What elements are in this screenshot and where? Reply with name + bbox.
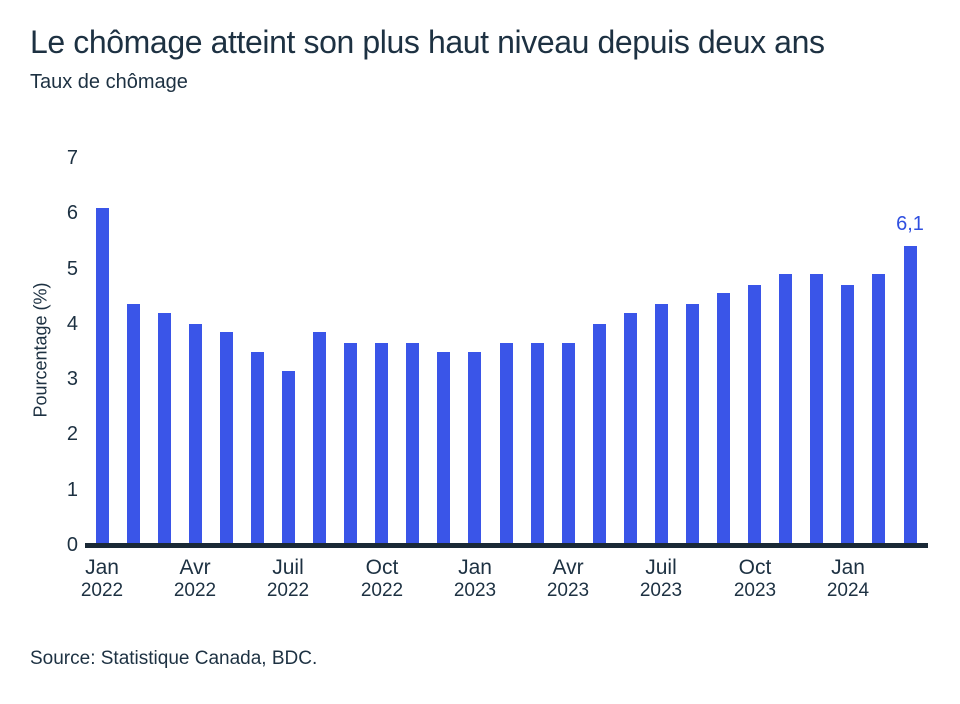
bar — [250, 351, 264, 545]
y-tick-label: 1 — [66, 479, 78, 501]
bar — [313, 332, 326, 545]
x-tick-label: Jan 2023 — [429, 556, 521, 602]
last-value-label: 6,1 — [896, 213, 924, 235]
x-tick-month: Avr — [179, 556, 211, 579]
bar — [623, 312, 637, 545]
x-tick-month: Jan — [85, 556, 119, 579]
bar — [748, 285, 762, 545]
bar — [468, 351, 482, 545]
bar — [188, 323, 202, 545]
y-tick-label: 0 — [66, 534, 78, 556]
bar — [344, 343, 358, 545]
bar — [375, 343, 389, 545]
x-tick-label: Avr 2022 — [149, 556, 241, 602]
bar — [561, 343, 575, 545]
y-tick-label: 3 — [66, 368, 78, 390]
bar — [95, 207, 109, 545]
bar — [903, 246, 917, 545]
x-tick-label: Juil 2022 — [242, 556, 334, 602]
x-tick-year: 2022 — [360, 580, 404, 601]
x-tick-month: Oct — [738, 556, 772, 579]
x-tick-label: Jan 2024 — [802, 556, 894, 602]
chart-subtitle: Taux de chômage — [30, 71, 188, 93]
x-tick-year: 2023 — [453, 580, 497, 601]
x-tick-label: Juil 2023 — [615, 556, 707, 602]
bar — [686, 304, 699, 545]
y-axis-title: Pourcentage (%) — [30, 282, 51, 418]
bar — [872, 274, 886, 545]
bar — [810, 274, 824, 545]
x-tick-year: 2023 — [639, 580, 683, 601]
y-tick-label: 6 — [66, 202, 78, 224]
x-tick-year: 2023 — [546, 580, 590, 601]
bar — [499, 343, 513, 545]
x-tick-month: Avr — [552, 556, 584, 579]
x-tick-month: Oct — [365, 556, 399, 579]
bar — [654, 304, 668, 545]
bar — [406, 343, 420, 545]
x-tick-month: Jan — [458, 556, 492, 579]
y-tick-label: 7 — [66, 147, 78, 169]
y-tick-label: 2 — [66, 423, 78, 445]
bar — [779, 274, 793, 545]
x-tick-month: Jan — [831, 556, 865, 579]
bar — [717, 293, 730, 545]
bar — [592, 323, 606, 545]
bar — [219, 332, 233, 545]
x-tick-label: Jan 2022 — [56, 556, 148, 602]
x-tick-year: 2024 — [826, 580, 870, 601]
x-tick-year: 2023 — [733, 580, 777, 601]
bar — [437, 351, 451, 545]
x-tick-month: Juil — [272, 556, 304, 579]
x-tick-year: 2022 — [173, 580, 217, 601]
x-tick-label: Avr 2023 — [522, 556, 614, 602]
x-tick-year: 2022 — [266, 580, 310, 601]
source-note: Source: Statistique Canada, BDC. — [30, 648, 318, 669]
bar — [157, 312, 171, 545]
x-tick-year: 2022 — [80, 580, 124, 601]
y-tick-label: 4 — [66, 313, 78, 335]
bar — [126, 304, 140, 545]
chart-title: Le chômage atteint son plus haut niveau … — [30, 24, 825, 60]
bar — [282, 370, 295, 545]
x-tick-label: Oct 2023 — [709, 556, 801, 602]
bar — [841, 285, 855, 545]
x-axis-line — [85, 543, 928, 548]
bar — [530, 343, 544, 545]
x-tick-month: Juil — [645, 556, 677, 579]
x-tick-label: Oct 2022 — [336, 556, 428, 602]
y-tick-label: 5 — [66, 258, 78, 280]
